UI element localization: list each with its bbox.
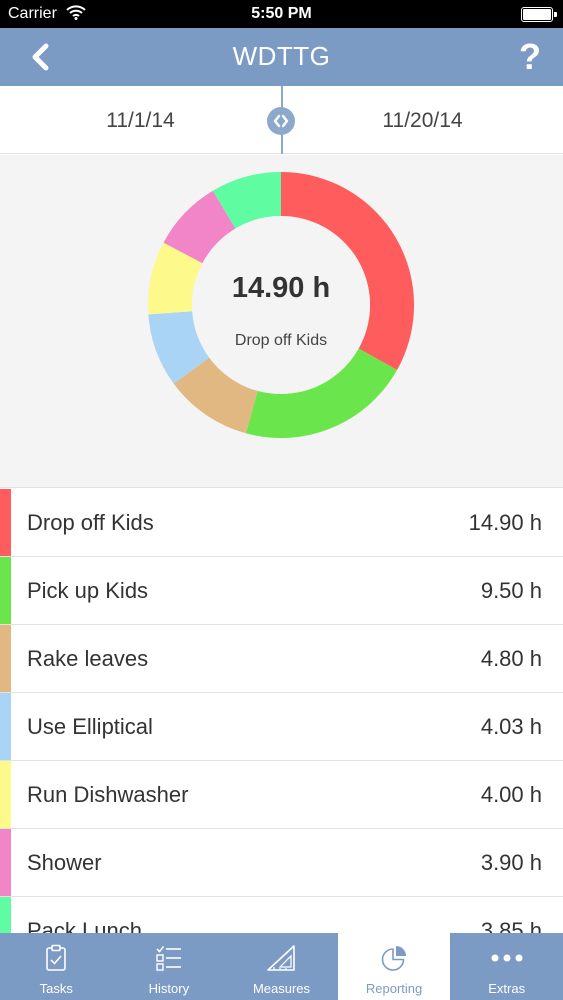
nav-bar: WDTTG ? <box>0 28 563 86</box>
end-date[interactable]: 11/20/14 <box>382 109 463 132</box>
donut-hole <box>192 216 370 394</box>
donut-slice[interactable] <box>281 172 415 370</box>
tab-label: Extras <box>488 981 526 996</box>
task-name: Pick up Kids <box>27 578 149 603</box>
task-name: Shower <box>27 850 102 875</box>
tab-reporting[interactable]: Reporting <box>337 933 451 1000</box>
help-button[interactable]: ? <box>519 36 541 77</box>
donut-slice[interactable] <box>148 311 210 384</box>
list-item[interactable]: Pack Lunch 3.85 h <box>0 897 563 933</box>
tab-tasks[interactable]: Tasks <box>0 933 113 1000</box>
center-value: 14.90 h <box>231 272 331 304</box>
wifi-icon <box>66 4 86 25</box>
list-item[interactable]: Use Elliptical 4.03 h <box>0 693 563 761</box>
ruler-triangle-icon <box>267 945 296 971</box>
task-name: Drop off Kids <box>27 510 154 535</box>
color-swatch <box>0 693 11 760</box>
task-totals-list: Drop off Kids 14.90 h Pick up Kids 9.50 h Ra… <box>0 489 563 933</box>
task-hours: 3.85 h <box>480 918 542 933</box>
checklist-icon <box>156 946 181 971</box>
tab-measures[interactable]: Measures <box>225 933 338 1000</box>
donut-slice[interactable] <box>245 348 398 438</box>
tab-bar: Tasks History Measures <box>0 933 563 1000</box>
more-dots-icon <box>491 954 523 962</box>
task-hours: 4.00 h <box>480 782 542 807</box>
list-item[interactable]: Run Dishwasher 4.00 h <box>0 761 563 829</box>
status-bar: Carrier 5:50 PM <box>0 0 563 28</box>
tab-history[interactable]: History <box>113 933 226 1000</box>
date-range-selector: 11/1/14 11/20/14 <box>0 86 563 154</box>
clipboard-icon <box>46 944 67 971</box>
color-swatch <box>0 829 11 896</box>
swap-arrows-icon <box>273 114 289 128</box>
list-item[interactable]: Rake leaves 4.80 h <box>0 625 563 693</box>
donut-slice[interactable] <box>163 190 236 264</box>
color-swatch <box>0 557 11 624</box>
color-swatch <box>0 897 11 933</box>
back-button[interactable] <box>22 38 58 76</box>
tab-label: Tasks <box>39 981 73 996</box>
task-name: Pack Lunch <box>27 918 142 933</box>
task-name: Rake leaves <box>27 646 149 671</box>
donut-slice[interactable] <box>173 357 258 434</box>
list-item[interactable]: Shower 3.90 h <box>0 829 563 897</box>
battery-icon <box>521 7 557 22</box>
center-label: Drop off Kids <box>234 332 328 349</box>
status-time: 5:50 PM <box>251 5 312 22</box>
carrier-label: Carrier <box>8 5 57 22</box>
task-hours: 4.03 h <box>480 714 542 739</box>
task-hours: 3.90 h <box>480 850 542 875</box>
start-date[interactable]: 11/1/14 <box>106 109 175 132</box>
page-title: WDTTG <box>232 41 331 71</box>
pie-chart-icon <box>381 946 407 971</box>
chevron-left-icon <box>32 43 49 71</box>
tab-label: History <box>148 981 190 996</box>
task-hours: 4.80 h <box>480 646 542 671</box>
chart-area: 14.90 h Drop off Kids <box>0 155 563 488</box>
task-hours: 9.50 h <box>480 578 542 603</box>
task-name: Run Dishwasher <box>27 782 189 807</box>
task-name: Use Elliptical <box>27 714 153 739</box>
donut-slice[interactable] <box>148 242 203 315</box>
tab-extras[interactable]: Extras <box>450 933 563 1000</box>
color-swatch <box>0 761 11 828</box>
color-swatch <box>0 489 11 556</box>
donut-chart <box>148 172 415 438</box>
date-range-handle[interactable] <box>267 107 295 135</box>
list-item[interactable]: Drop off Kids 14.90 h <box>0 489 563 557</box>
task-hours: 14.90 h <box>468 510 542 535</box>
list-item[interactable]: Pick up Kids 9.50 h <box>0 557 563 625</box>
tab-label: Measures <box>252 981 311 996</box>
color-swatch <box>0 625 11 692</box>
donut-slice[interactable] <box>212 172 281 229</box>
tab-label: Reporting <box>365 981 423 996</box>
